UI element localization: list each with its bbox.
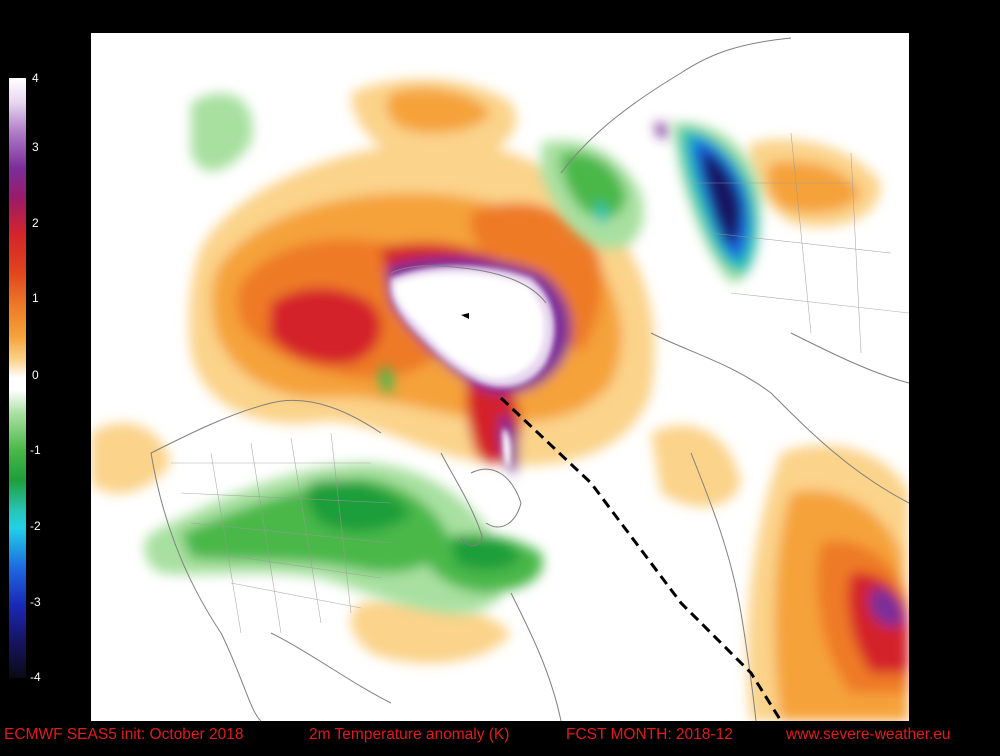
colorbar-tick-1: 1 (32, 291, 39, 305)
footer-variable: 2m Temperature anomaly (K) (309, 726, 510, 743)
colorbar-tick-3: 3 (32, 140, 39, 154)
colorbar-tick-4: 4 (32, 71, 39, 85)
coastlines (150, 37, 909, 721)
footer-model: ECMWF SEAS5 init: October 2018 (4, 726, 244, 743)
warm-anomaly-layer (91, 79, 909, 721)
colorbar-tick-minus-2: -2 (30, 519, 41, 533)
footer: ECMWF SEAS5 init: October 2018 2m Temper… (0, 722, 1000, 748)
footer-website: www.severe-weather.eu (786, 726, 951, 743)
dashed-line (499, 396, 783, 721)
state-borders (171, 132, 909, 634)
colorbar-tick-2: 2 (32, 216, 39, 230)
black-mark (461, 313, 469, 319)
anomaly-map-svg (91, 37, 909, 721)
colorbar-tick-minus-3: -3 (30, 595, 41, 609)
colorbar-tick-minus-1: -1 (30, 443, 41, 457)
anomaly-map (91, 33, 909, 721)
cold-anomaly-layer (144, 93, 761, 614)
colorbar-tick-minus-4: -4 (30, 670, 41, 684)
arctic-core-layer (390, 265, 555, 468)
footer-forecast: FCST MONTH: 2018-12 (566, 726, 733, 743)
colorbar (9, 78, 26, 678)
colorbar-tick-0: 0 (32, 368, 39, 382)
